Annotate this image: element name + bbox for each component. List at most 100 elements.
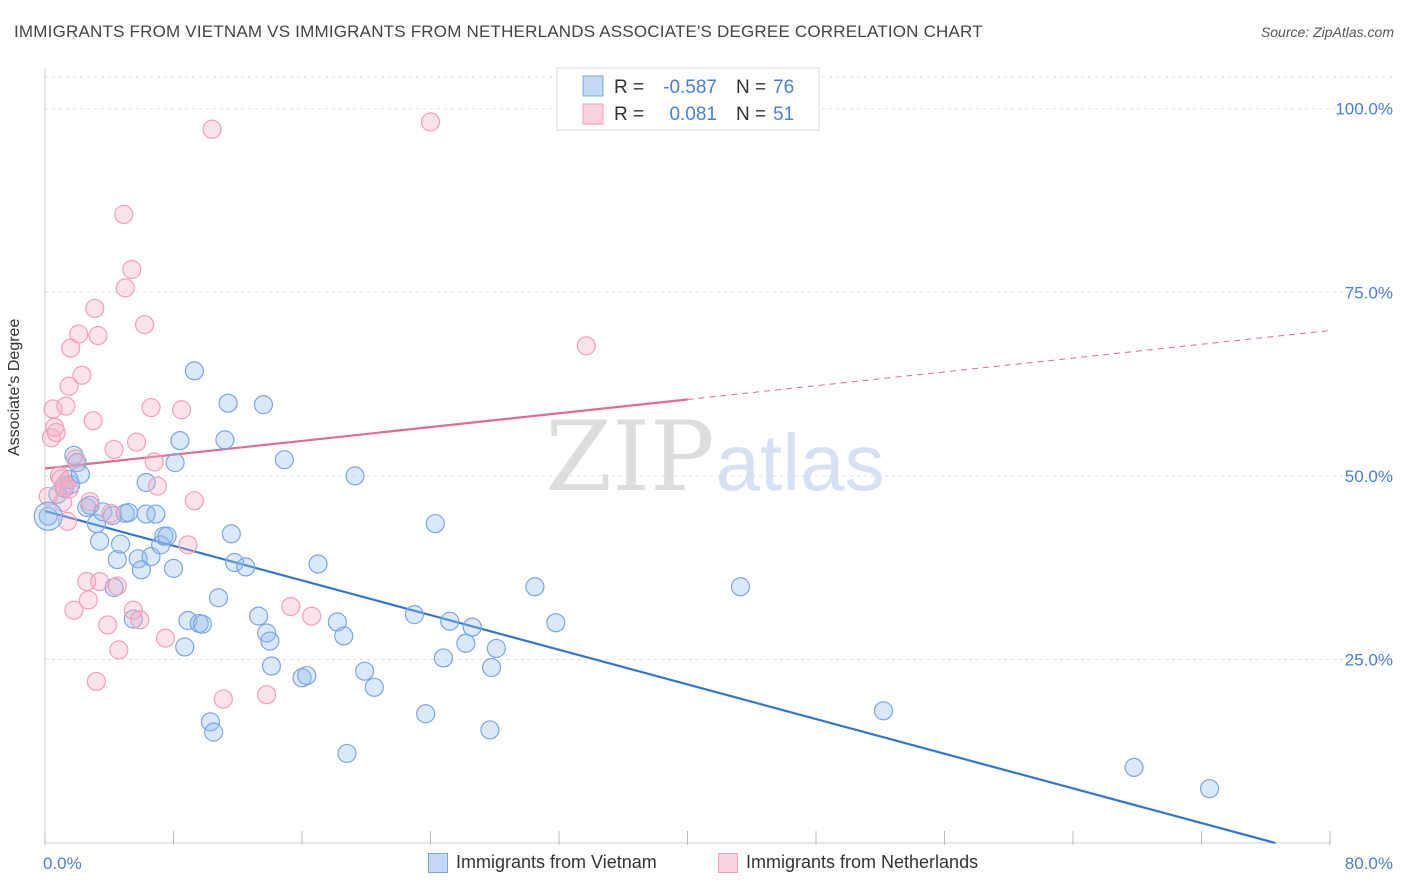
point-vietnam xyxy=(355,661,375,681)
trend-lines xyxy=(44,329,1331,845)
point-vietnam xyxy=(70,464,90,484)
stats-r-pink: 0.081 xyxy=(669,104,717,125)
point-vietnam xyxy=(416,704,436,724)
point-vietnam xyxy=(249,606,269,626)
stats-n-label-pink: N = xyxy=(736,104,766,125)
point-vietnam xyxy=(546,613,566,633)
point-netherlands xyxy=(122,259,142,280)
point-vietnam xyxy=(146,504,166,524)
point-vietnam xyxy=(215,430,235,450)
point-vietnam xyxy=(480,720,500,740)
stats-r-label-pink: R = xyxy=(614,104,644,125)
trend-line-netherlands xyxy=(44,398,688,470)
point-netherlands xyxy=(130,610,150,630)
point-vietnam xyxy=(192,614,213,634)
point-vietnam xyxy=(77,497,97,518)
point-netherlands xyxy=(85,298,105,319)
stats-n-blue: 76 xyxy=(773,77,794,98)
y-tick-label: 75.0% xyxy=(1345,283,1393,302)
point-netherlands xyxy=(104,439,124,460)
point-netherlands xyxy=(178,535,198,555)
point-vietnam xyxy=(425,513,445,534)
point-vietnam xyxy=(345,466,365,486)
point-vietnam xyxy=(104,577,124,598)
trend-line-vietnam xyxy=(44,510,1276,845)
point-netherlands xyxy=(107,576,127,596)
watermark-atlas: atlas xyxy=(716,418,885,507)
legend-item-vietnam[interactable]: Immigrants from Vietnam xyxy=(428,852,657,874)
point-vietnam xyxy=(327,612,347,632)
point-vietnam xyxy=(224,552,245,573)
point-vietnam xyxy=(170,431,190,451)
point-netherlands xyxy=(59,376,79,396)
point-netherlands xyxy=(78,590,98,610)
point-netherlands xyxy=(114,204,134,225)
point-netherlands xyxy=(171,400,192,420)
point-vietnam xyxy=(404,605,425,625)
point-netherlands xyxy=(80,491,100,512)
point-netherlands xyxy=(83,411,103,431)
source-label: Source: ZipAtlas.com xyxy=(1260,24,1394,40)
point-netherlands xyxy=(49,466,70,486)
legend-swatch-vietnam xyxy=(428,853,448,874)
point-vietnam xyxy=(440,611,460,631)
point-vietnam-large xyxy=(33,501,63,531)
point-vietnam xyxy=(131,560,151,580)
point-netherlands xyxy=(134,314,155,335)
point-netherlands xyxy=(101,503,121,523)
point-netherlands xyxy=(126,432,147,452)
point-vietnam xyxy=(221,524,241,544)
point-vietnam xyxy=(175,637,195,657)
point-netherlands xyxy=(86,671,107,692)
y-tick-label: 50.0% xyxy=(1345,467,1393,486)
point-vietnam xyxy=(456,633,476,653)
point-vietnam xyxy=(178,610,198,631)
tick-labels: 25.0% 50.0% 75.0% 100.0% 0.0% 80.0% xyxy=(43,100,1393,873)
point-vietnam xyxy=(93,502,113,522)
point-vietnam xyxy=(308,554,328,574)
point-netherlands xyxy=(576,336,596,356)
point-vietnam xyxy=(157,526,177,546)
point-netherlands xyxy=(56,396,76,416)
legend-item-netherlands[interactable]: Immigrants from Netherlands xyxy=(718,852,978,874)
point-vietnam xyxy=(236,557,256,577)
axes xyxy=(44,68,1331,845)
point-vietnam xyxy=(337,743,357,764)
point-vietnam xyxy=(90,531,110,551)
trend-line-netherlands-extension xyxy=(687,329,1331,400)
chart-title: IMMIGRANTS FROM VIETNAM VS IMMIGRANTS FR… xyxy=(14,22,983,41)
point-netherlands xyxy=(90,571,110,592)
data-points xyxy=(33,112,1220,799)
point-vietnam xyxy=(38,506,58,526)
point-netherlands xyxy=(202,119,222,139)
point-vietnam xyxy=(110,534,131,554)
point-vietnam xyxy=(297,665,317,686)
stats-n-pink: 51 xyxy=(773,104,794,125)
point-vietnam xyxy=(260,631,280,651)
x-tick-label-max: 80.0% xyxy=(1345,854,1393,873)
point-netherlands xyxy=(88,326,108,346)
point-netherlands xyxy=(59,479,79,499)
point-vietnam xyxy=(873,701,894,721)
point-vietnam xyxy=(204,722,224,742)
watermark-zip: ZIP xyxy=(545,401,714,513)
point-netherlands xyxy=(147,476,168,496)
point-vietnam xyxy=(118,502,139,523)
point-vietnam xyxy=(136,504,156,524)
point-netherlands xyxy=(184,491,204,511)
stats-n-label-blue: N = xyxy=(736,77,766,98)
point-vietnam xyxy=(184,361,204,381)
point-netherlands xyxy=(109,640,129,660)
point-vietnam xyxy=(165,453,185,473)
point-netherlands xyxy=(65,449,86,469)
point-vietnam xyxy=(364,677,384,697)
point-netherlands xyxy=(64,600,84,620)
stats-r-blue: -0.587 xyxy=(663,77,717,98)
stats-swatch-pink xyxy=(582,103,604,125)
point-vietnam xyxy=(136,472,156,493)
stats-r-label-blue: R = xyxy=(614,77,644,98)
point-vietnam xyxy=(486,638,506,659)
point-netherlands xyxy=(46,422,66,443)
stats-legend: R = -0.587 N = 76 R = 0.081 N = 51 xyxy=(556,67,820,131)
point-netherlands xyxy=(69,324,89,344)
